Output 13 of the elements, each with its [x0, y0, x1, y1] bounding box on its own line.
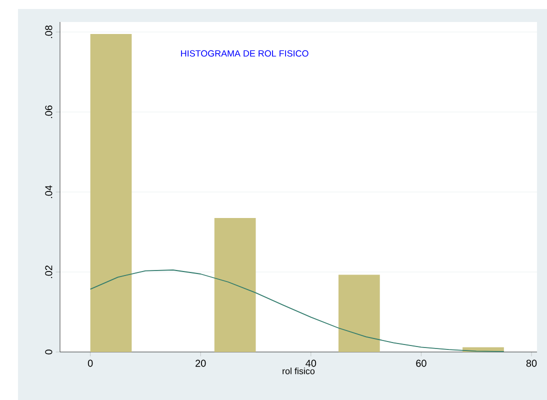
x-tick-label: 80: [526, 360, 537, 367]
y-tick-label: .08: [45, 26, 52, 38]
y-tick-label: 0: [45, 350, 52, 354]
x-axis-title: rol fisico: [282, 368, 315, 374]
x-tick-label: 20: [196, 360, 206, 367]
line-series: [90, 270, 504, 352]
y-tick-label: .06: [45, 106, 52, 118]
x-tick-label: 60: [416, 360, 426, 367]
y-tick-label: .02: [45, 266, 52, 278]
x-tick-label: 40: [306, 360, 316, 367]
annotation: HISTOGRAMA DE ROL FISICO: [181, 50, 308, 57]
x-tick-label: 0: [88, 360, 93, 367]
y-tick-label: .04: [45, 185, 52, 198]
